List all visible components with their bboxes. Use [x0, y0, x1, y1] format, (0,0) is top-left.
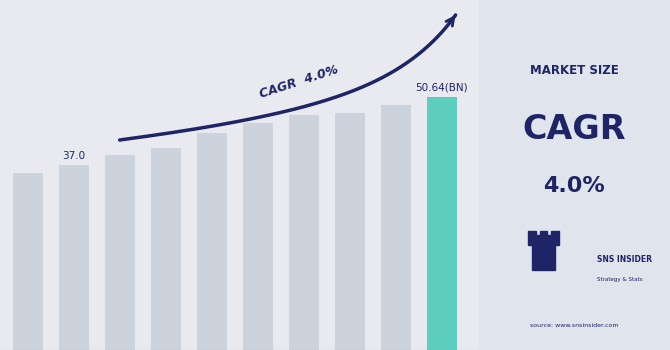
Bar [197, 133, 226, 350]
Bar [243, 122, 273, 350]
Bar [540, 231, 547, 245]
Text: Strategy & Stats: Strategy & Stats [597, 278, 643, 282]
Bar [381, 105, 411, 350]
Text: 37.0: 37.0 [62, 151, 85, 161]
Bar [551, 231, 559, 245]
Text: 50.64(BN): 50.64(BN) [415, 83, 468, 93]
Text: CAGR  4.0%: CAGR 4.0% [258, 63, 340, 100]
Bar [105, 155, 135, 350]
Text: source: www.snsinsider.com: source: www.snsinsider.com [530, 323, 618, 328]
Bar [529, 231, 536, 245]
Bar [59, 165, 88, 350]
Text: MARKET SIZE: MARKET SIZE [530, 63, 618, 77]
Text: CAGR: CAGR [523, 113, 626, 146]
Bar [13, 173, 43, 350]
Bar [151, 147, 181, 350]
Bar [335, 112, 364, 350]
Bar [289, 115, 319, 350]
Bar [427, 97, 457, 350]
Bar [532, 234, 555, 270]
Text: SNS INSIDER: SNS INSIDER [597, 254, 653, 264]
Text: 4.0%: 4.0% [543, 175, 605, 196]
